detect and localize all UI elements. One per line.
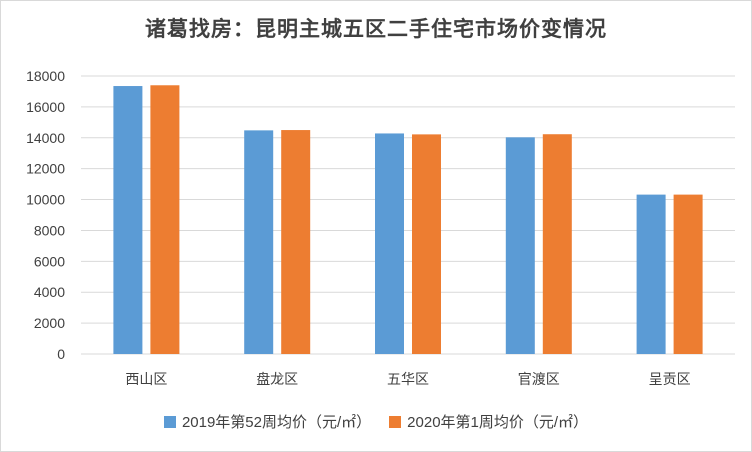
- legend-swatch-series-1: [163, 415, 176, 428]
- y-tick-label: 0: [57, 346, 65, 362]
- legend-swatch-series-2: [389, 415, 402, 428]
- legend-item-series-2: 2020年第1周均价（元/㎡）: [389, 411, 588, 432]
- y-tick-label: 10000: [26, 192, 65, 208]
- x-category-label: 西山区: [125, 372, 167, 388]
- bar-series-1-4: [505, 137, 535, 354]
- bar-series-2-4: [542, 134, 572, 354]
- bar-series-2-1: [150, 85, 180, 355]
- bar-series-2-3: [412, 134, 441, 354]
- legend-label-series-2: 2020年第1周均价（元/㎡）: [407, 414, 589, 431]
- bar-series-1-5: [636, 194, 666, 354]
- y-tick-label: 6000: [34, 253, 65, 269]
- y-axis-tick-labels: 0 2000 4000 6000 8000 10000 12000 14000 16000 180…: [26, 68, 65, 362]
- bar-series-1-3: [375, 133, 404, 354]
- x-category-label: 五华区: [387, 372, 429, 388]
- y-tick-label: 2000: [34, 315, 65, 331]
- legend-label-series-1: 2019年第52周均价（元/㎡）: [181, 414, 372, 431]
- bars: [113, 85, 703, 355]
- x-category-label: 官渡区: [518, 372, 560, 388]
- y-tick-label: 14000: [26, 130, 65, 146]
- bar-series-1-1: [113, 86, 143, 355]
- gridlines: [81, 75, 735, 355]
- x-category-label: 盘龙区: [256, 371, 298, 388]
- bar-series-2-5: [673, 194, 703, 354]
- x-category-label: 呈贡区: [649, 372, 691, 388]
- x-axis-category-labels: 西山区 盘龙区 五华区 官渡区 呈贡区: [125, 371, 690, 388]
- chart-title: 诸葛找房：昆明主城五区二手住宅市场价变情况: [145, 16, 607, 41]
- y-tick-label: 8000: [34, 222, 65, 238]
- y-tick-label: 12000: [26, 161, 65, 177]
- bar-series-2-2: [281, 130, 311, 354]
- y-tick-label: 16000: [26, 99, 65, 115]
- y-tick-label: 18000: [26, 68, 65, 84]
- legend-item-series-1: 2019年第52周均价（元/㎡）: [163, 411, 372, 432]
- bar-series-1-2: [244, 130, 274, 354]
- y-tick-label: 4000: [34, 284, 65, 300]
- legend: 2019年第52周均价（元/㎡） 2020年第1周均价（元/㎡）: [1, 411, 751, 432]
